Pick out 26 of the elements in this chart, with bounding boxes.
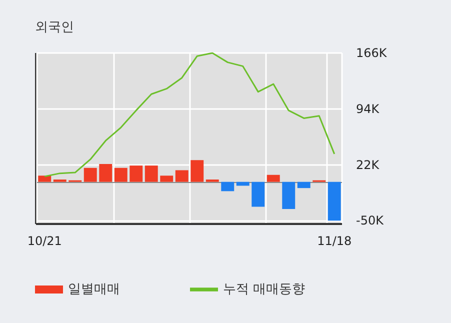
bar	[84, 168, 97, 182]
bar	[221, 182, 234, 192]
bar	[297, 182, 310, 188]
y-tick-label: -50K	[356, 214, 385, 228]
bar	[328, 182, 341, 221]
y-tick-label: 166K	[356, 46, 388, 60]
bar	[38, 176, 52, 182]
line-series	[44, 52, 336, 178]
x-tick-label: 11/18	[317, 234, 352, 248]
bar	[266, 174, 280, 182]
chart-title: 외국인	[35, 20, 74, 35]
bar	[190, 160, 204, 182]
bar	[236, 182, 250, 186]
bar	[175, 170, 188, 182]
y-tick-label: 94K	[356, 102, 380, 116]
bar	[160, 176, 174, 182]
y-tick-label: 22K	[356, 158, 380, 172]
bar	[252, 182, 265, 207]
bar	[144, 166, 158, 182]
bar	[282, 182, 296, 210]
legend-label: 누적 매매동향	[223, 282, 306, 297]
bar	[130, 166, 143, 182]
bar	[114, 168, 128, 182]
legend-label: 일별매매	[68, 282, 120, 297]
x-tick-label: 10/21	[27, 234, 62, 248]
bar	[99, 164, 112, 182]
